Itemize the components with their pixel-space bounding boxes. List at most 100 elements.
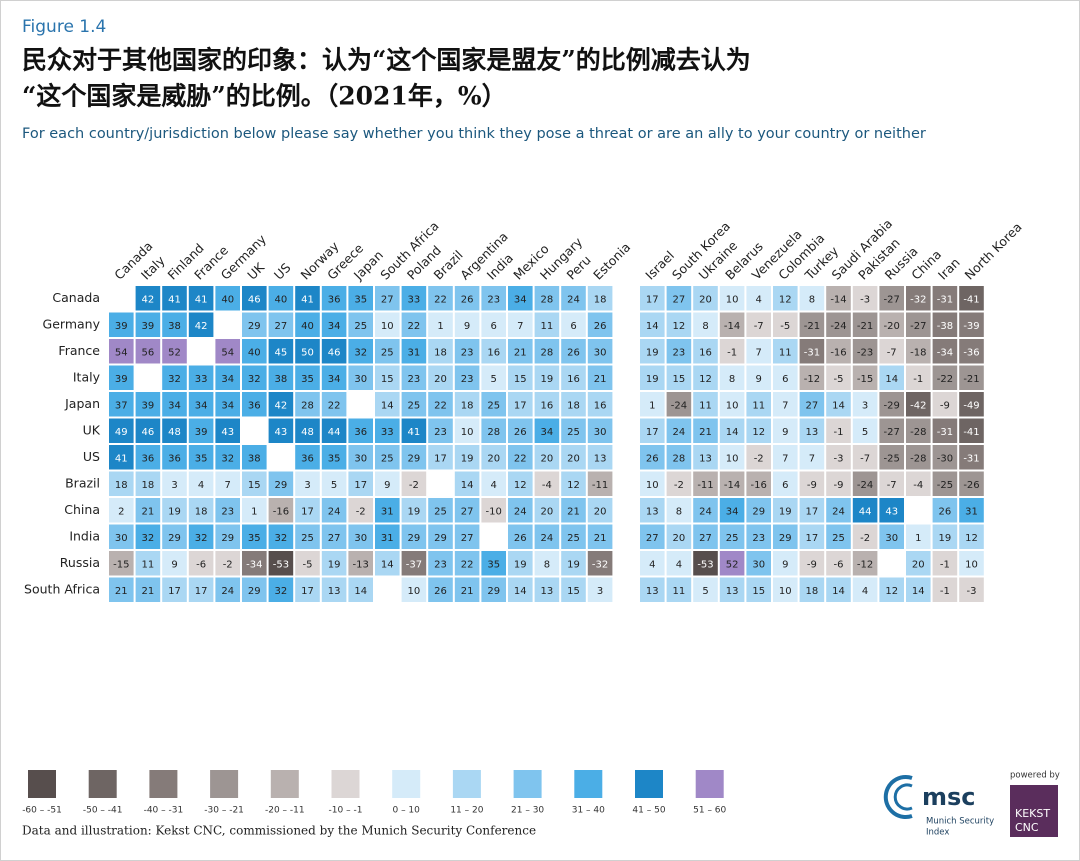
cell-label: 30 [115,533,128,544]
heat-cell [561,524,586,549]
cell-label: 14 [832,586,845,597]
heat-cell [321,577,347,602]
heat-cell [561,339,586,364]
cell-label: 42 [195,321,208,332]
heat-cell [773,339,798,364]
heat-cell [109,312,134,337]
heat-cell [773,312,798,337]
heat-cell [215,365,240,390]
heat-cell [481,498,506,523]
heat-cell [135,339,161,364]
cell-label: 29 [434,533,447,544]
cell-label: 1 [915,533,921,544]
heat-cell [852,418,878,443]
heat-cell [508,339,533,364]
cell-label: -21 [804,321,820,332]
heat-cell [428,577,453,602]
legend-label: -40 – -31 [144,806,184,816]
heat-cell [428,392,453,417]
cell-label: 24 [673,427,686,438]
cell-label: 23 [752,533,765,544]
heat-cell [454,286,480,311]
heat-cell [666,524,692,549]
cell-label: 11 [673,586,686,597]
heat-cell [534,286,560,311]
cell-label: 32 [248,374,261,385]
cell-label: -24 [671,400,687,411]
heat-cell [561,365,586,390]
legend-label: -50 – -41 [83,806,123,816]
heat-cell [826,365,851,390]
cell-label: 8 [729,374,735,385]
heat-cell [481,551,506,576]
heat-cell [188,524,214,549]
heat-cell [109,471,134,496]
cell-label: 20 [434,374,447,385]
cell-label: 29 [487,586,500,597]
cell-label: 36 [248,400,261,411]
logo-text: msc [922,783,976,811]
heat-cell [268,312,294,337]
legend-swatch [270,770,299,798]
cell-label: 30 [594,427,607,438]
cell-label: 18 [806,586,819,597]
cell-label: 17 [646,294,659,305]
heat-cell [268,524,294,549]
cell-label: -2 [754,453,764,464]
heat-cell [852,471,878,496]
cell-label: 19 [541,374,554,385]
heat-cell [746,339,771,364]
heat-cell [879,577,904,602]
row-label: Japan [64,396,100,411]
heat-cell [375,524,400,549]
heat-cell [666,312,692,337]
cell-label: -1 [727,347,737,358]
heat-cell [932,286,958,311]
heat-cell [666,286,692,311]
cell-label: 43 [275,427,288,438]
heat-cell [508,418,533,443]
cell-label: 4 [676,559,682,570]
heat-cell [719,471,745,496]
cell-label: 10 [461,427,474,438]
cell-label: -38 [937,321,953,332]
heat-cell [481,312,506,337]
cell-label: 17 [301,586,314,597]
cell-label: -16 [751,480,767,491]
heat-cell [481,471,506,496]
row-label: South Africa [24,581,100,596]
heat-cell [401,498,427,523]
heat-cell [295,471,320,496]
cell-label: 23 [221,506,234,517]
cell-label: 14 [912,586,925,597]
cell-label: -6 [196,559,206,570]
cell-label: 9 [782,559,788,570]
cell-label: 41 [195,294,208,305]
heat-cell [534,471,560,496]
heat-cell [959,445,984,470]
cell-label: 30 [885,533,898,544]
heat-cell [109,498,134,523]
heat-cell [719,286,745,311]
heat-cell [852,577,878,602]
cell-label: 14 [354,586,367,597]
heat-cell [375,498,400,523]
heat-cell [666,365,692,390]
cell-label: 20 [673,533,686,544]
heat-cell [215,498,240,523]
cell-label: 30 [752,559,765,570]
cell-label: 19 [168,506,181,517]
cell-label: 23 [434,559,447,570]
heat-cell [162,524,187,549]
heat-cell [268,577,294,602]
cell-label: 39 [142,321,155,332]
heat-cell [348,339,373,364]
heat-cell [295,577,320,602]
cell-label: 10 [779,586,792,597]
heat-cell [693,418,718,443]
cell-label: 16 [541,400,554,411]
cell-label: -31 [963,453,979,464]
cell-label: 13 [541,586,554,597]
row-label: China [64,502,100,517]
heat-cell [932,551,958,576]
